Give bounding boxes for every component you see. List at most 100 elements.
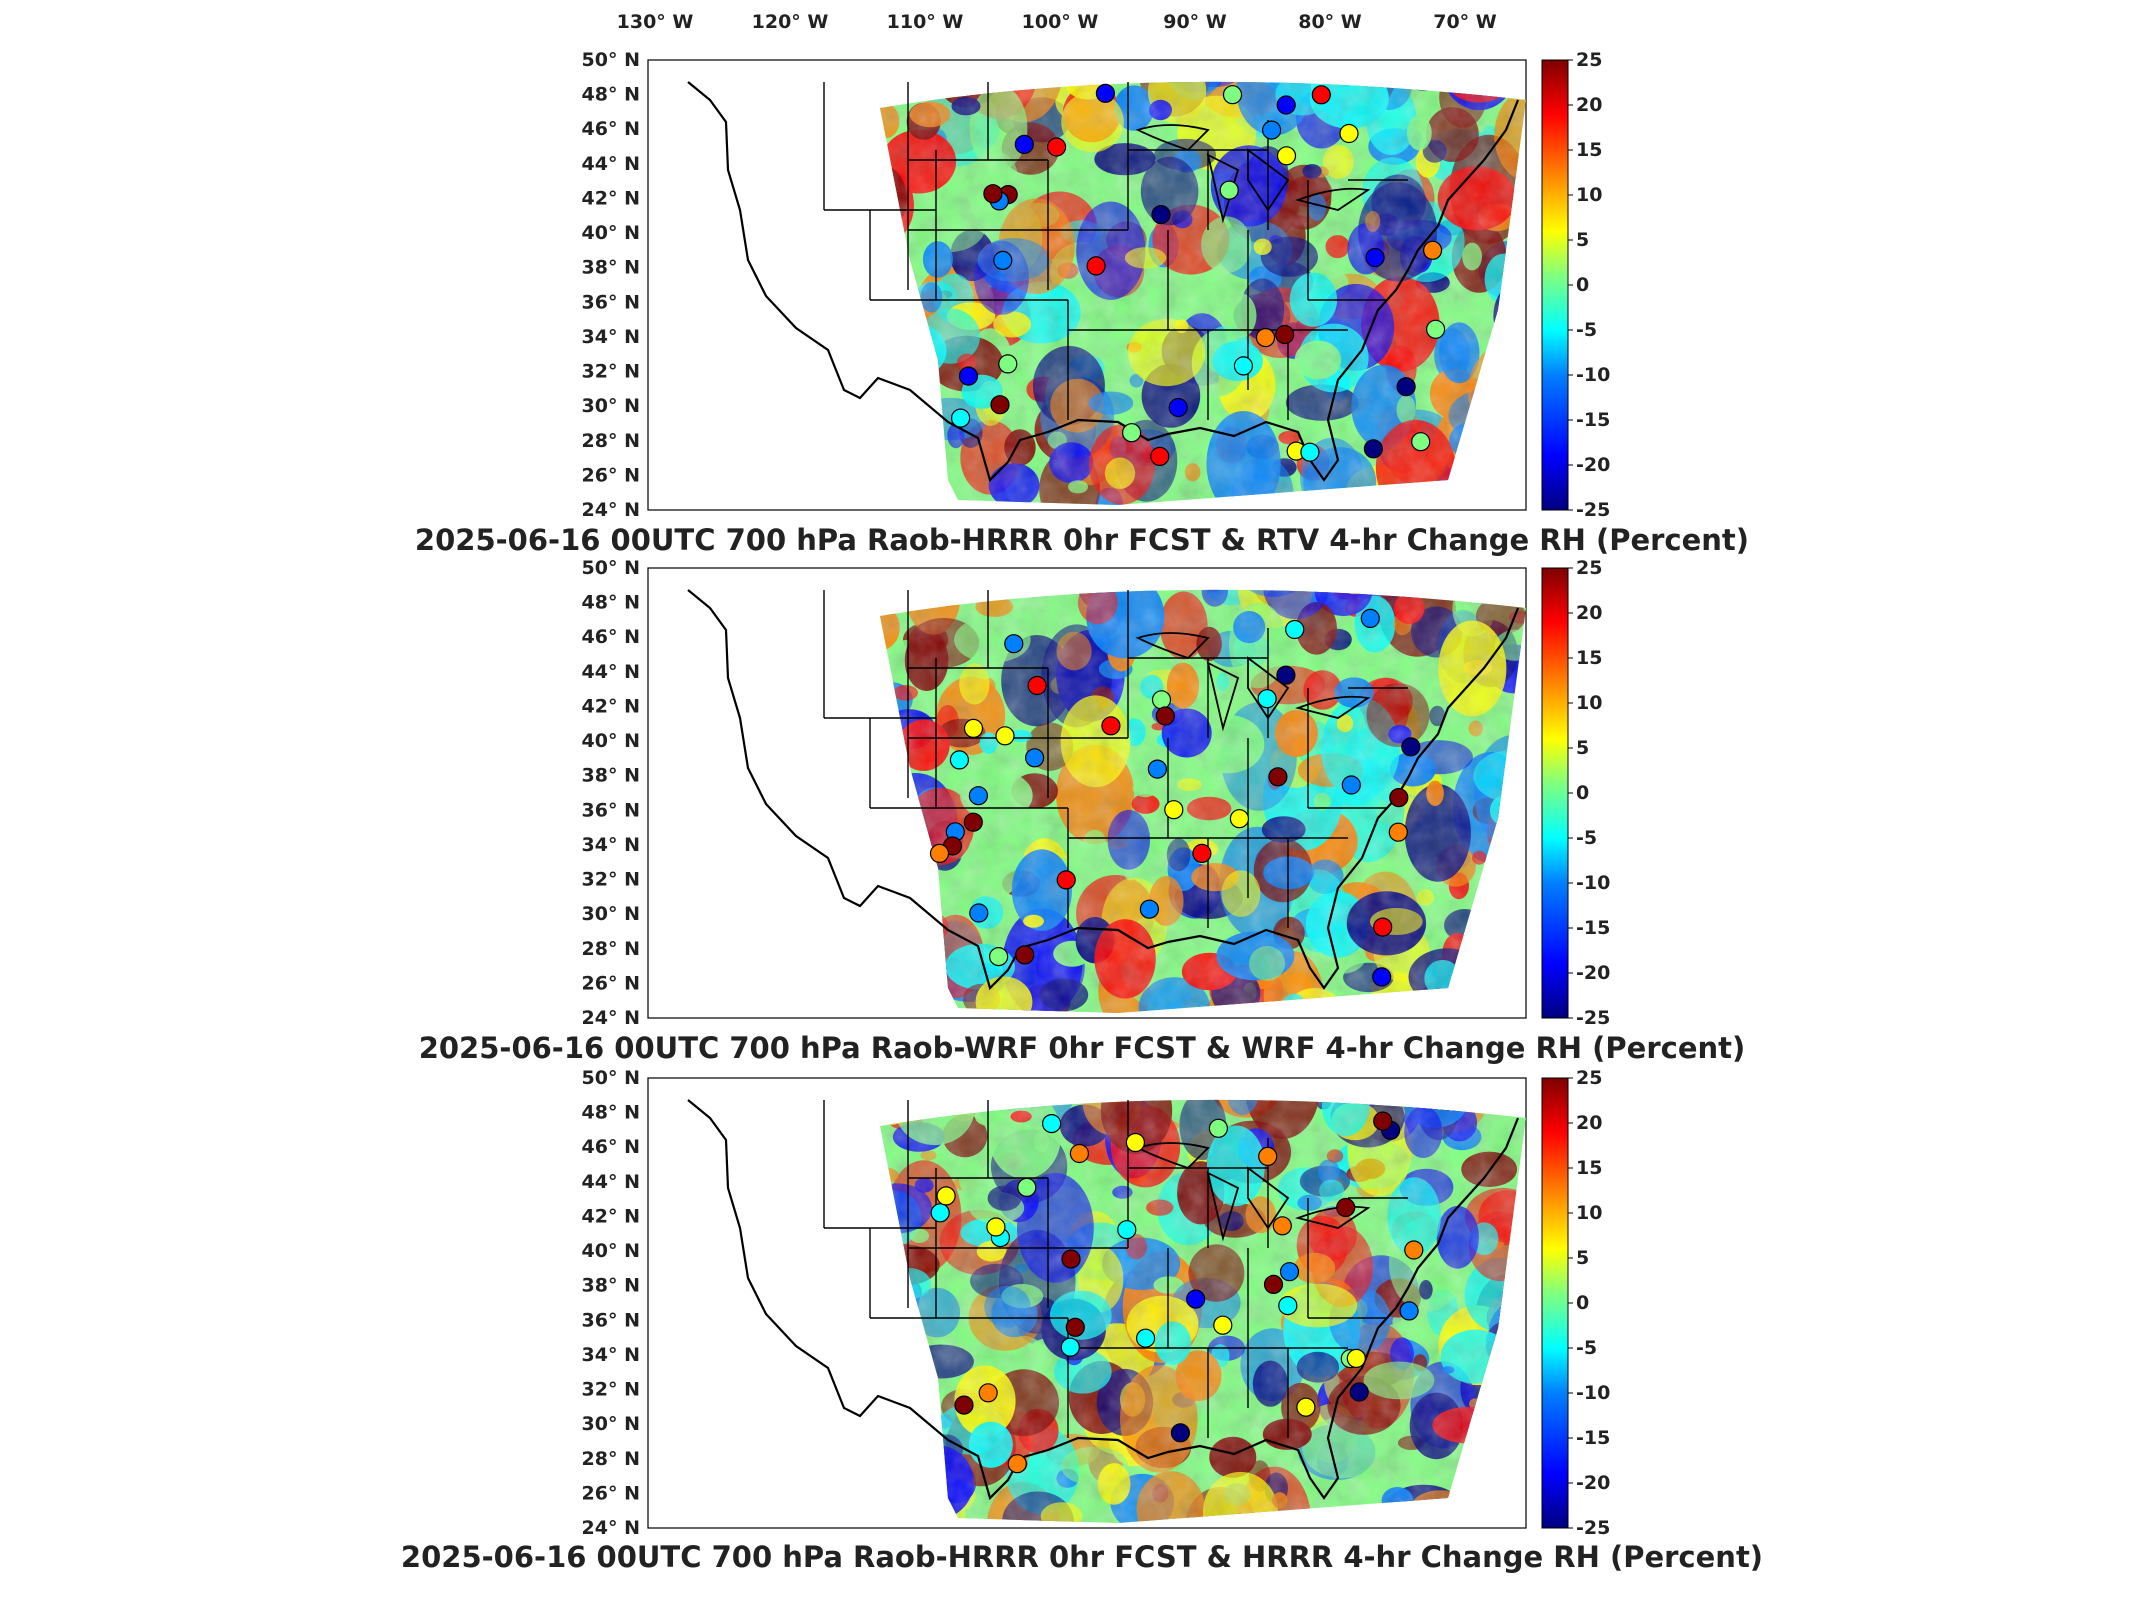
latitude-label: 28° N (582, 430, 640, 452)
coastline (687, 81, 1520, 483)
raob-station (1278, 1296, 1298, 1316)
colorbar: 25 20 15 10 5 0 -5 -10 -15 -20 -25 (1541, 49, 1610, 521)
latitude-label: 32° N (582, 869, 640, 891)
raob-station (1139, 899, 1159, 919)
raob-station (1027, 675, 1047, 696)
raob-station (1372, 967, 1392, 987)
colorbar-tick-label: -15 (1576, 409, 1610, 431)
panel-title: 2025-06-16 00UTC 700 hPa Raob-HRRR 0hr F… (415, 523, 1749, 557)
raob-station (1147, 759, 1167, 779)
raob-station (1150, 446, 1170, 466)
latitude-label: 36° N (582, 291, 640, 313)
map-panel: 50° N 48° N 46° N 44° N 42° N 40° N 38° N 36° N… (401, 1067, 1763, 1574)
colorbar-tick-label: -25 (1576, 499, 1610, 521)
latitude-label: 48° N (582, 592, 640, 614)
longitude-label: 130° W (617, 11, 694, 33)
latitude-label: 44° N (582, 1171, 640, 1193)
raob-station (958, 366, 979, 386)
raob-station (969, 903, 989, 923)
raob-station (1373, 1111, 1393, 1131)
raob-station (1360, 608, 1380, 629)
colorbar-tick-label: -5 (1576, 1337, 1597, 1359)
raob-station (1255, 328, 1276, 348)
raob-station (1060, 1337, 1080, 1357)
state-borders (823, 590, 1408, 928)
raob-station (1025, 748, 1045, 768)
raob-station (1257, 689, 1277, 709)
colorbar-gradient (1541, 1077, 1569, 1529)
colorbar-tick-label: -5 (1576, 319, 1597, 341)
raob-station (1425, 319, 1446, 339)
longitude-label: 120° W (752, 11, 829, 33)
colorbar-tick-label: -20 (1576, 1472, 1610, 1494)
map-panel: 50° N 48° N 46° N 44° N 42° N 40° N 38° N 36° N… (419, 557, 1746, 1065)
panel-title: 2025-06-16 00UTC 700 hPa Raob-WRF 0hr FC… (419, 1031, 1746, 1065)
latitude-label: 42° N (582, 1206, 640, 1228)
colorbar-tick-label: -15 (1576, 1427, 1610, 1449)
raob-station (1208, 1118, 1229, 1138)
latitude-label: 26° N (582, 1482, 640, 1504)
coastline (687, 589, 1520, 991)
raob-station (1014, 134, 1034, 155)
raob-station (954, 1395, 974, 1415)
latitude-label: 34° N (582, 326, 640, 348)
raob-station (1296, 1397, 1316, 1417)
raob-station (1388, 822, 1408, 842)
raob-station (1101, 716, 1121, 736)
colorbar-tick-label: -10 (1576, 1382, 1610, 1404)
raob-stations (930, 1111, 1424, 1474)
raob-station (1399, 1301, 1419, 1321)
great-lakes (1135, 124, 1371, 224)
latitude-labels: 50° N 48° N 46° N 44° N 42° N 40° N 38° N 36° N… (582, 1067, 640, 1539)
longitude-label: 80° W (1298, 11, 1362, 33)
latitude-label: 40° N (582, 1240, 640, 1262)
longitude-label: 90° W (1163, 11, 1227, 33)
raob-station (929, 843, 950, 863)
raob-station (1042, 1113, 1062, 1134)
raob-station (1422, 240, 1443, 260)
colorbar-tick-label: -15 (1576, 917, 1610, 939)
latitude-label: 34° N (582, 1344, 640, 1366)
longitude-label: 100° W (1022, 11, 1099, 33)
latitude-label: 50° N (582, 49, 640, 71)
colorbar-tick-label: 0 (1576, 1292, 1589, 1314)
latitude-label: 24° N (582, 1517, 640, 1539)
colorbar-tick-label: 10 (1576, 184, 1602, 206)
colorbar-tick-label: 0 (1576, 274, 1589, 296)
colorbar-tick-label: -25 (1576, 1007, 1610, 1029)
raob-station (1279, 1262, 1300, 1282)
raob-station (968, 786, 988, 806)
raob-station (1168, 397, 1188, 418)
raob-station (1047, 137, 1067, 157)
raob-station (1219, 180, 1239, 200)
colorbar-tick-label: 5 (1576, 229, 1589, 251)
raob-station (1411, 432, 1431, 452)
raob-station (936, 1186, 956, 1206)
raob-station (1300, 442, 1320, 462)
raob-station (1258, 1146, 1278, 1167)
colorbar-tick-label: 25 (1576, 557, 1602, 579)
latitude-labels: 50° N 48° N 46° N 44° N 42° N 40° N 38° N 36° N… (582, 49, 640, 521)
raob-station (1122, 423, 1142, 443)
latitude-label: 44° N (582, 153, 640, 175)
raob-station (993, 250, 1013, 270)
latitude-label: 42° N (582, 188, 640, 210)
latitude-label: 28° N (582, 938, 640, 960)
raob-station (1276, 665, 1296, 685)
latitude-label: 32° N (582, 361, 640, 383)
colorbar-tick-label: -20 (1576, 962, 1610, 984)
raob-station (1404, 1240, 1424, 1260)
raob-station (963, 812, 983, 832)
great-lakes (1135, 632, 1371, 732)
latitude-label: 50° N (582, 1067, 640, 1089)
latitude-label: 26° N (582, 972, 640, 994)
colorbar-tick-label: 20 (1576, 602, 1602, 624)
colorbar-tick-label: -10 (1576, 364, 1610, 386)
colorbar-tick-label: 20 (1576, 94, 1602, 116)
latitude-label: 34° N (582, 834, 640, 856)
colorbar-gradient (1541, 567, 1569, 1019)
raob-station (978, 1383, 998, 1403)
raob-station (1349, 1382, 1369, 1402)
colorbar-tick-label: 25 (1576, 49, 1602, 71)
